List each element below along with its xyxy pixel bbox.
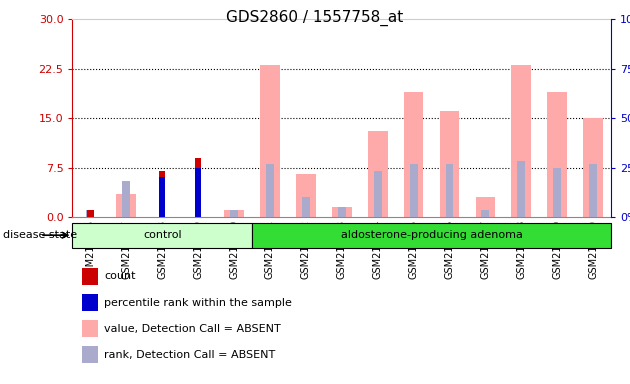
Bar	[230, 210, 238, 217]
Bar	[374, 171, 382, 217]
Bar	[72, 223, 252, 248]
Bar	[517, 161, 525, 217]
Bar	[410, 164, 418, 217]
Bar	[195, 167, 202, 217]
Bar	[338, 207, 346, 217]
Bar	[117, 194, 136, 217]
Bar	[296, 174, 316, 217]
Bar	[512, 65, 531, 217]
Text: percentile rank within the sample: percentile rank within the sample	[104, 298, 292, 308]
Text: disease state: disease state	[3, 230, 77, 240]
Text: control: control	[143, 230, 181, 240]
Bar	[404, 92, 423, 217]
Bar	[195, 158, 202, 217]
Bar	[266, 164, 274, 217]
Bar	[122, 181, 130, 217]
Bar	[159, 177, 166, 217]
Bar	[86, 210, 94, 217]
Text: GDS2860 / 1557758_at: GDS2860 / 1557758_at	[226, 10, 404, 26]
Bar	[481, 210, 490, 217]
Bar	[87, 210, 94, 217]
Bar	[252, 223, 611, 248]
Bar	[553, 167, 561, 217]
Bar	[302, 197, 310, 217]
Text: value, Detection Call = ABSENT: value, Detection Call = ABSENT	[104, 324, 281, 334]
Bar	[476, 197, 495, 217]
Bar	[547, 92, 567, 217]
Bar	[440, 111, 459, 217]
Text: aldosterone-producing adenoma: aldosterone-producing adenoma	[341, 230, 522, 240]
Bar	[332, 207, 352, 217]
Bar	[159, 171, 166, 217]
Bar	[368, 131, 387, 217]
Bar	[260, 65, 280, 217]
Bar	[583, 118, 603, 217]
Bar	[445, 164, 454, 217]
Text: rank, Detection Call = ABSENT: rank, Detection Call = ABSENT	[104, 350, 275, 360]
Bar	[589, 164, 597, 217]
Bar	[224, 210, 244, 217]
Text: count: count	[104, 271, 135, 281]
